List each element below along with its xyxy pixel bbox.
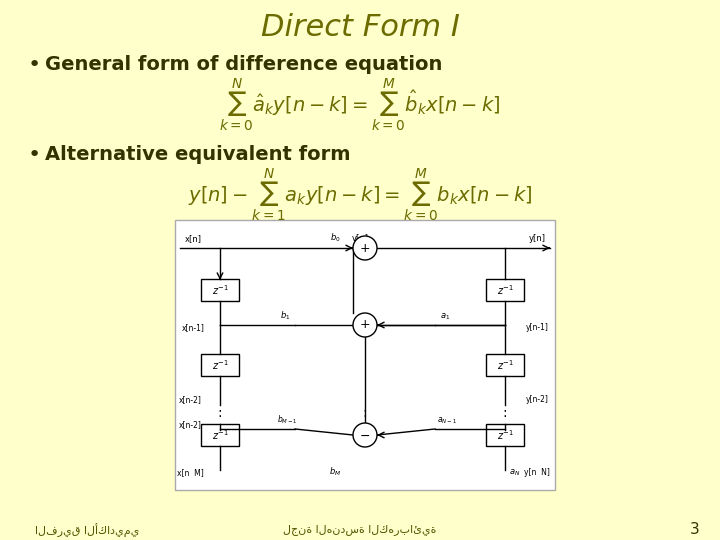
Text: v[n]: v[n] xyxy=(351,233,369,242)
Text: الفريق الأكاديمي: الفريق الأكاديمي xyxy=(35,523,140,537)
Text: $a_{N-1}$: $a_{N-1}$ xyxy=(437,415,457,426)
Text: $b_M$: $b_M$ xyxy=(329,466,341,478)
Circle shape xyxy=(353,313,377,337)
Text: $b_1$: $b_1$ xyxy=(280,309,290,321)
FancyBboxPatch shape xyxy=(486,424,524,446)
Text: $a_1$: $a_1$ xyxy=(440,311,450,321)
Text: y[n-1]: y[n-1] xyxy=(526,323,549,332)
Text: +: + xyxy=(360,241,370,254)
Text: x[n-2]: x[n-2] xyxy=(179,420,202,429)
Text: $-$: $-$ xyxy=(359,429,371,442)
Circle shape xyxy=(353,423,377,447)
Text: x[n  M]: x[n M] xyxy=(176,468,203,477)
Text: $a_N$: $a_N$ xyxy=(509,468,521,478)
Text: 3: 3 xyxy=(690,523,700,537)
Text: لجنة الهندسة الكهربائية: لجنة الهندسة الكهربائية xyxy=(283,524,437,536)
Text: $z^{-1}$: $z^{-1}$ xyxy=(212,428,228,442)
Text: Alternative equivalent form: Alternative equivalent form xyxy=(45,145,351,165)
FancyBboxPatch shape xyxy=(175,220,555,490)
Text: $z^{-1}$: $z^{-1}$ xyxy=(497,428,513,442)
FancyBboxPatch shape xyxy=(201,354,239,376)
Text: $z^{-1}$: $z^{-1}$ xyxy=(497,283,513,297)
Text: y[n-2]: y[n-2] xyxy=(526,395,549,404)
Text: x[n]: x[n] xyxy=(184,234,202,243)
Text: •: • xyxy=(28,145,41,165)
Text: :: : xyxy=(503,406,508,420)
Text: •: • xyxy=(28,55,41,75)
FancyBboxPatch shape xyxy=(486,354,524,376)
Text: Direct Form I: Direct Form I xyxy=(261,14,459,43)
Text: $b_0$: $b_0$ xyxy=(330,231,341,244)
Text: y[n]: y[n] xyxy=(528,234,546,243)
Text: x[n-1]: x[n-1] xyxy=(181,323,204,332)
Text: $\sum_{k=0}^{N}\hat{a}_k y[n-k] = \sum_{k=0}^{M}\hat{b}_k x[n-k]$: $\sum_{k=0}^{N}\hat{a}_k y[n-k] = \sum_{… xyxy=(220,77,500,133)
Text: $z^{-1}$: $z^{-1}$ xyxy=(212,358,228,372)
Text: :: : xyxy=(363,406,367,420)
FancyBboxPatch shape xyxy=(486,279,524,301)
Text: General form of difference equation: General form of difference equation xyxy=(45,56,442,75)
Text: y[n  N]: y[n N] xyxy=(524,468,550,477)
Text: +: + xyxy=(360,319,370,332)
Text: :: : xyxy=(217,406,222,420)
Text: x[n-2]: x[n-2] xyxy=(179,395,202,404)
FancyBboxPatch shape xyxy=(201,424,239,446)
Circle shape xyxy=(353,236,377,260)
Text: $b_{M-1}$: $b_{M-1}$ xyxy=(276,413,297,426)
Text: $z^{-1}$: $z^{-1}$ xyxy=(497,358,513,372)
FancyBboxPatch shape xyxy=(201,279,239,301)
Text: $y[n] - \sum_{k=1}^{N}a_k y[n-k] = \sum_{k=0}^{M}b_k x[n-k]$: $y[n] - \sum_{k=1}^{N}a_k y[n-k] = \sum_… xyxy=(188,166,532,224)
Text: $z^{-1}$: $z^{-1}$ xyxy=(212,283,228,297)
